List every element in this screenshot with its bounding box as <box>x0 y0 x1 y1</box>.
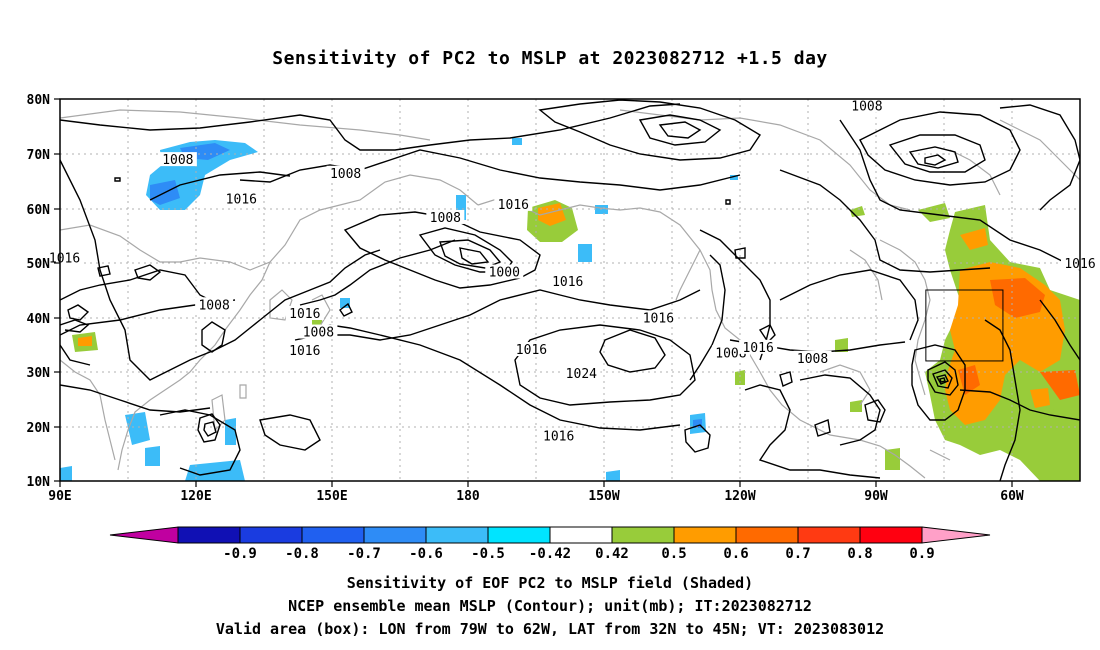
contour-label-bg <box>426 209 465 224</box>
colorbar-swatch <box>735 526 799 544</box>
contour-label: 1016 <box>226 192 257 207</box>
contour-label-bg <box>485 264 524 279</box>
colorbar-tick-label: -0.42 <box>529 546 571 562</box>
contour-label: 1008 <box>851 100 882 115</box>
lat-label-20n: 20N <box>27 421 51 436</box>
axis-ticks <box>54 98 1013 487</box>
lat-label-60n: 60N <box>27 203 51 218</box>
contour-label: 1016 <box>289 307 320 322</box>
lat-label-10n: 10N <box>27 475 51 490</box>
colorbar-swatch <box>797 526 861 544</box>
colorbar-swatch <box>301 526 365 544</box>
contour-label-bg <box>494 196 533 211</box>
caption-shaded: Sensitivity of EOF PC2 to MSLP field (Sh… <box>346 574 754 592</box>
contour-label-bg <box>539 428 578 443</box>
contour-label-bg <box>512 342 551 357</box>
lon-label-60w: 60W <box>1000 489 1024 504</box>
contour-label: 1008 <box>330 167 361 182</box>
contour-label: 1008 <box>715 346 746 361</box>
lon-label-180: 180 <box>456 489 480 504</box>
colorbar-swatch <box>239 526 303 544</box>
contour-label: 1008 <box>198 298 229 313</box>
colorbar-min-arrow <box>109 526 179 544</box>
valid-area-box <box>925 289 1004 362</box>
plot-frame <box>59 98 1081 482</box>
contour-label: 1016 <box>498 198 529 213</box>
colorbar-swatch <box>549 526 613 544</box>
colorbar-tick-label: -0.8 <box>285 546 319 562</box>
colorbar-tick-label: -0.5 <box>471 546 505 562</box>
lon-label-150w: 150W <box>588 489 619 504</box>
contour-label-bg <box>326 165 365 180</box>
contour-label-bg <box>299 324 338 339</box>
contour-label-bg <box>45 250 84 265</box>
contour-label: 1016 <box>742 341 773 356</box>
contour-label-bg <box>222 191 261 206</box>
colorbar-swatch <box>177 526 241 544</box>
colorbar-tick-label: -0.9 <box>223 546 257 562</box>
contour-label: 1016 <box>516 343 547 358</box>
colorbar-tick-label: 0.6 <box>723 546 748 562</box>
colorbar-swatch <box>673 526 737 544</box>
lat-label-30n: 30N <box>27 366 51 381</box>
colorbar-max-arrow <box>921 526 991 544</box>
lat-label-80n: 80N <box>27 93 51 108</box>
contour-label: 1024 <box>566 367 597 382</box>
contour-label: 1000 <box>489 266 520 281</box>
contour-labels: 1008100810161016100810161000101610081000… <box>45 98 1099 444</box>
mslp-contours <box>60 99 1080 481</box>
graticule <box>60 99 1080 481</box>
colorbar-tick-label: 0.42 <box>595 546 629 562</box>
colorbar-tick-label: 0.9 <box>909 546 934 562</box>
colorbar-tick-label: 0.8 <box>847 546 872 562</box>
lat-label-50n: 50N <box>27 257 51 272</box>
colorbar-swatch <box>859 526 923 544</box>
contour-label-bg <box>793 350 832 365</box>
colorbar-swatch <box>425 526 489 544</box>
colorbar-tick-label: -0.7 <box>347 546 381 562</box>
contour-label: 1016 <box>643 311 674 326</box>
colorbar-swatch <box>487 526 551 544</box>
lon-label-90e: 90E <box>48 489 71 504</box>
contour-label-bg <box>195 297 234 312</box>
colorbar-tick-label: -0.6 <box>409 546 443 562</box>
contour-label: 1016 <box>289 344 320 359</box>
lon-label-150e: 150E <box>316 489 347 504</box>
lat-label-40n: 40N <box>27 312 51 327</box>
contour-label: 1008 <box>162 153 193 168</box>
contour-label-bg <box>285 343 324 358</box>
contour-label: 1008 <box>430 211 461 226</box>
colorbar-swatch <box>363 526 427 544</box>
contour-label-bg <box>847 98 886 113</box>
coastlines <box>60 109 1080 479</box>
lon-label-120e: 120E <box>180 489 211 504</box>
contour-label: 1008 <box>797 352 828 367</box>
contour-label-bg <box>562 366 601 381</box>
contour-label-bg <box>158 152 197 167</box>
contour-label: 1016 <box>552 275 583 290</box>
contour-label: 1016 <box>49 251 80 266</box>
colorbar-tick-label: 0.5 <box>661 546 686 562</box>
colorbar-swatch <box>611 526 675 544</box>
contour-label-bg <box>639 310 678 325</box>
lon-label-120w: 120W <box>724 489 755 504</box>
colorbar-tick-label: 0.7 <box>785 546 810 562</box>
caption-contour: NCEP ensemble mean MSLP (Contour); unit(… <box>288 597 812 615</box>
lon-label-90w: 90W <box>864 489 888 504</box>
contour-label: 1008 <box>303 326 334 341</box>
contour-label-bg <box>739 339 778 354</box>
caption-valid-area: Valid area (box): LON from 79W to 62W, L… <box>215 620 885 638</box>
shaded-sensitivity <box>60 138 1080 481</box>
color-bar: -0.9 -0.8 -0.7 -0.6 -0.5 -0.42 0.42 0.5 0.6 0.7 0.… <box>109 526 991 562</box>
contour-label-bg <box>285 306 324 321</box>
map-title: Sensitivity of PC2 to MSLP at 2023082712… <box>272 48 828 69</box>
contour-label-bg <box>548 273 587 288</box>
contour-label: 1016 <box>543 429 574 444</box>
lat-label-70n: 70N <box>27 148 51 163</box>
